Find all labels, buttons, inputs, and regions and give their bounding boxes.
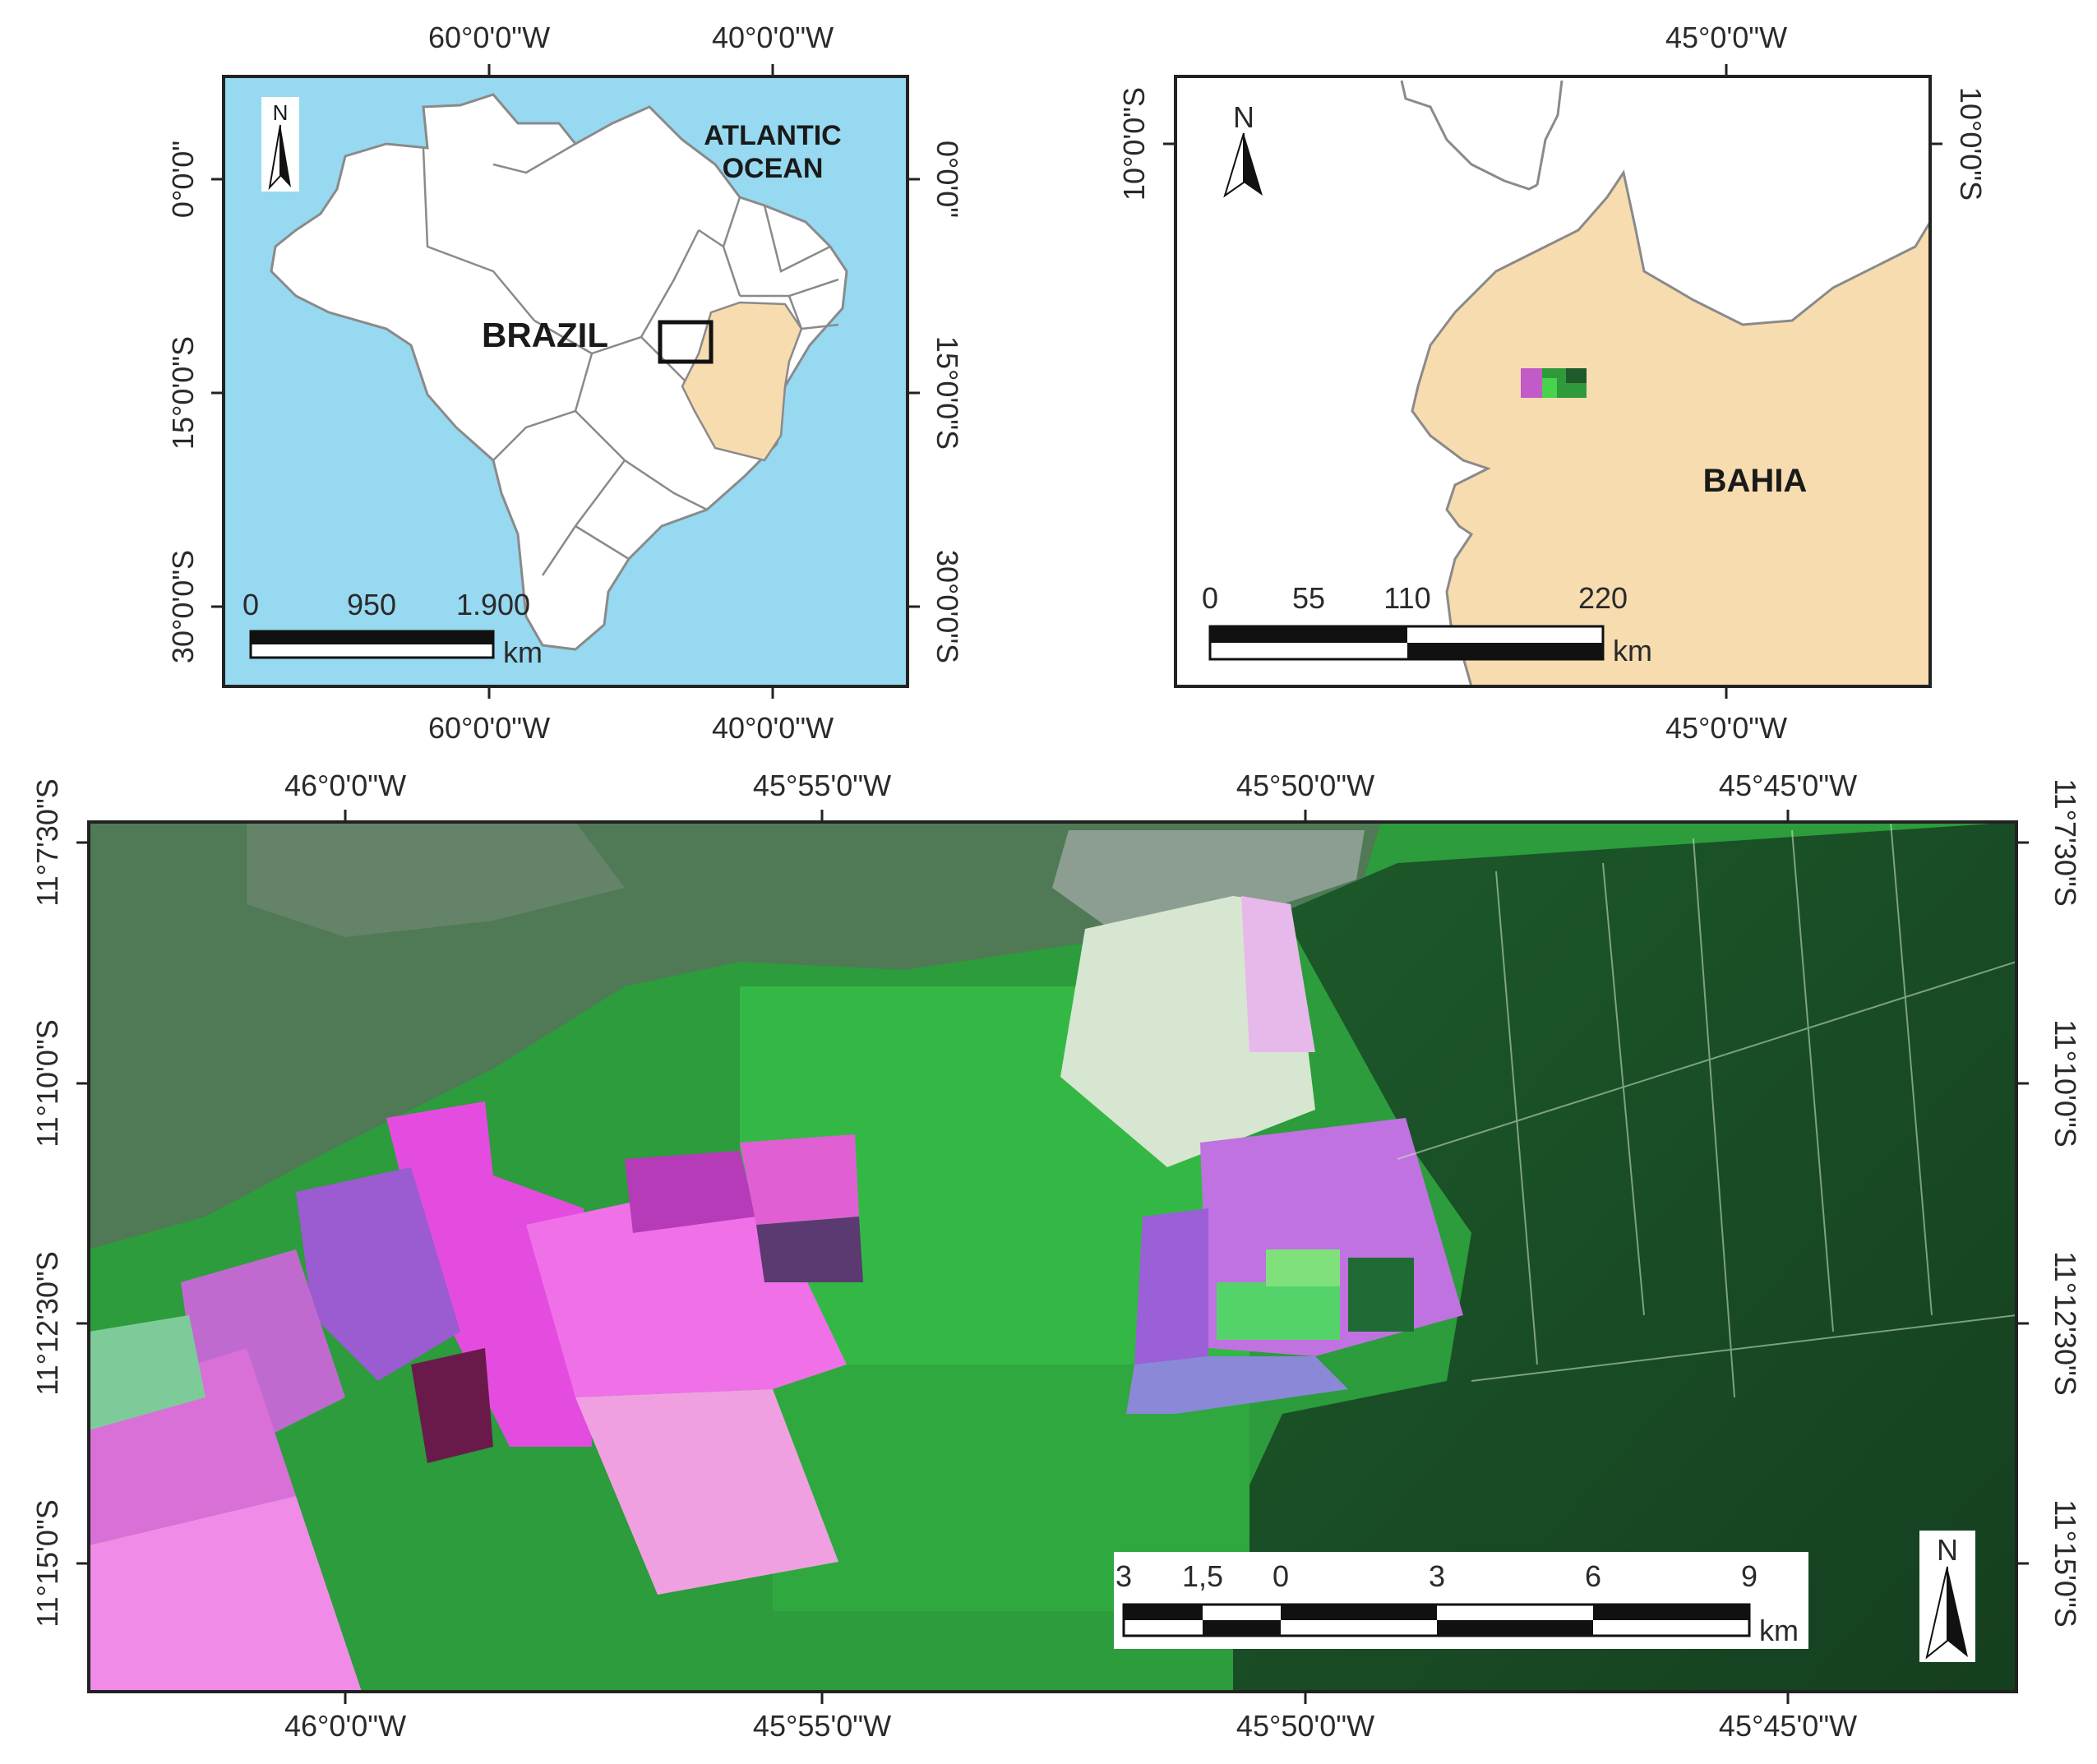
north-arrow-icon: N: [1919, 1531, 1975, 1662]
lat-tick-label: 11°7'30"S: [2049, 778, 2082, 907]
scale-label: 9: [1741, 1559, 1758, 1593]
lon-tick-label: 45°0'0"W: [1665, 711, 1787, 745]
lat-tick-label: 11°7'30"S: [30, 778, 64, 907]
study-area-box: [658, 320, 714, 364]
north-arrow-icon: N: [261, 97, 299, 192]
study-area-thumbnail: [1521, 368, 1587, 398]
ocean-label: OCEAN: [723, 153, 824, 184]
scale-unit: km: [503, 635, 543, 669]
lat-tick-label: 0°0'0": [931, 141, 964, 218]
lon-tick-label: 45°55'0"W: [753, 1709, 891, 1743]
lon-tick-label: 45°0'0"W: [1665, 21, 1787, 54]
state-label: BAHIA: [1703, 463, 1808, 499]
lat-tick-label: 11°10'0"S: [30, 1019, 64, 1148]
ocean-label: ATLANTIC: [704, 120, 841, 151]
scale-unit: km: [1613, 634, 1652, 667]
scale-label: 1.900: [456, 588, 530, 621]
brazil-locator-map: 60°0'0"W 40°0'0"W 60°0'0"W 40°0'0"W 0°0'…: [166, 21, 964, 745]
lat-tick-label: 10°0'0"S: [1117, 87, 1151, 201]
scale-bar: 0 950 1.900 km: [242, 588, 543, 669]
lat-tick-label: 10°0'0"S: [1954, 87, 1988, 201]
lon-tick-label: 45°55'0"W: [753, 769, 891, 802]
lat-tick-label: 15°0'0"S: [931, 336, 964, 450]
north-label: N: [1233, 100, 1254, 134]
state-border: [1536, 80, 1564, 186]
lon-tick-label: 45°50'0"W: [1236, 769, 1374, 802]
satellite-frame: [87, 820, 2018, 1693]
lat-tick-label: 11°12'30"S: [30, 1251, 64, 1396]
state-border: [1400, 80, 1538, 191]
lon-tick-label: 40°0'0"W: [712, 711, 834, 745]
lon-tick-label: 46°0'0"W: [284, 769, 406, 802]
lon-tick-label: 45°45'0"W: [1719, 769, 1857, 802]
lat-tick-label: 15°0'0"S: [166, 336, 200, 450]
scale-label: 950: [347, 588, 396, 621]
lon-tick-label: 40°0'0"W: [712, 21, 834, 54]
scale-label: 3: [1429, 1559, 1445, 1593]
lat-tick-label: 11°12'30"S: [2049, 1251, 2082, 1396]
scale-label: 55: [1292, 581, 1325, 615]
north-label: N: [273, 100, 289, 125]
scale-label: 0: [242, 588, 259, 621]
satellite-image: [89, 822, 2016, 1692]
lat-tick-label: 30°0'0"S: [166, 550, 200, 663]
scale-label: 6: [1585, 1559, 1601, 1593]
country-label: BRAZIL: [482, 316, 608, 354]
state-borders: [422, 142, 839, 576]
lat-tick-label: 30°0'0"S: [931, 550, 964, 663]
lon-tick-label: 46°0'0"W: [284, 1709, 406, 1743]
north-arrow-icon: N: [1223, 100, 1263, 198]
lon-tick-label: 60°0'0"W: [428, 711, 550, 745]
north-label: N: [1937, 1533, 1958, 1567]
scale-label: 1,5: [1182, 1559, 1223, 1593]
scale-label: 220: [1578, 581, 1628, 615]
lon-tick-label: 45°45'0"W: [1719, 1709, 1857, 1743]
scale-bar: 3 1,5 0 3 6 9 km: [1114, 1552, 1808, 1649]
bahia-state: [1411, 169, 1932, 688]
scale-label: 3: [1115, 1559, 1132, 1593]
lat-tick-label: 11°15'0"S: [30, 1499, 64, 1628]
study-area-satellite-map: 46°0'0"W 45°55'0"W 45°50'0"W 45°45'0"W 4…: [30, 769, 2082, 1743]
lat-tick-label: 11°15'0"S: [2049, 1499, 2082, 1628]
lat-tick-label: 0°0'0": [166, 141, 200, 218]
lon-tick-label: 60°0'0"W: [428, 21, 550, 54]
scale-label: 0: [1202, 581, 1218, 615]
scale-label: 110: [1383, 581, 1430, 615]
scale-bar: 0 55 110 220 km: [1202, 581, 1652, 667]
lat-tick-label: 11°10'0"S: [2049, 1019, 2082, 1148]
scale-label: 0: [1273, 1559, 1289, 1593]
bahia-locator-map: 45°0'0"W 45°0'0"W 10°0'0"S 10°0'0"S N BA…: [1117, 21, 1988, 745]
scale-unit: km: [1759, 1614, 1799, 1647]
lon-tick-label: 45°50'0"W: [1236, 1709, 1374, 1743]
